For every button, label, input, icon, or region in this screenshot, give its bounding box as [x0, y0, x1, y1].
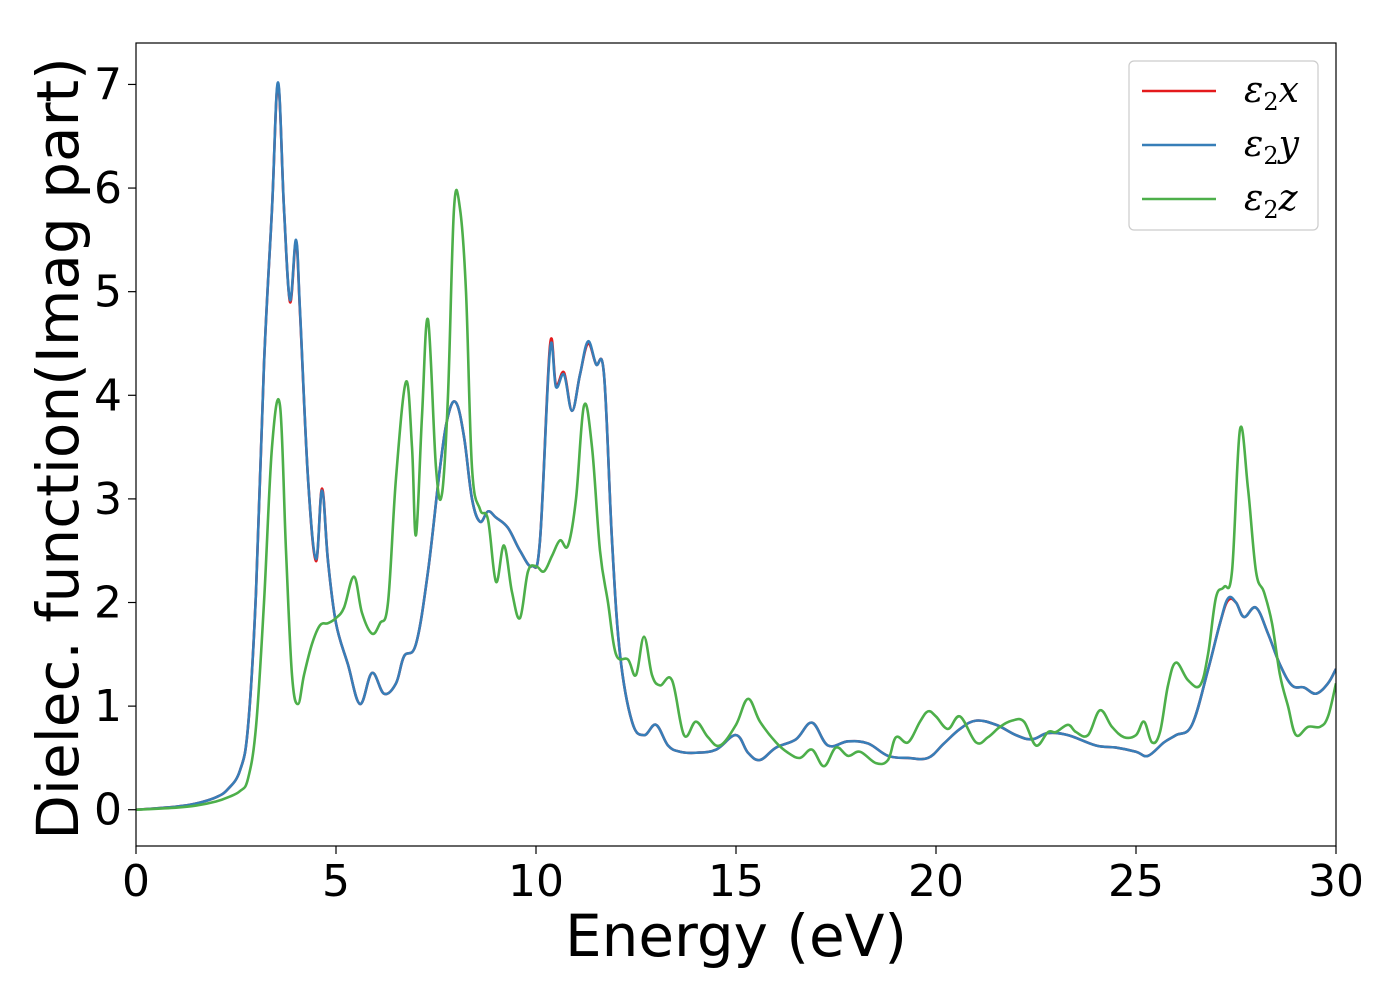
series-line-y — [136, 81, 1336, 812]
legend-label-z: ε2z — [1244, 178, 1299, 224]
y-axis-title: Dielec. function(Imag part) — [24, 57, 92, 840]
y-tick-label: 6 — [94, 163, 122, 214]
x-axis-title: Energy (eV) — [565, 902, 907, 970]
legend-label-y: ε2y — [1244, 124, 1300, 170]
y-tick-label: 3 — [94, 474, 122, 525]
x-tick-label: 10 — [508, 856, 564, 907]
x-tick-label: 25 — [1108, 856, 1164, 907]
y-tick-label: 5 — [94, 267, 122, 318]
legend: ε2x ε2y ε2z — [1128, 60, 1319, 231]
x-axis-ticks: 0 5 10 15 20 25 30 — [122, 846, 1364, 907]
x-tick-label: 5 — [322, 856, 350, 907]
y-tick-label: 0 — [94, 785, 122, 836]
x-tick-label: 30 — [1308, 856, 1364, 907]
y-axis-ticks: 0 1 2 3 4 5 6 7 — [94, 59, 136, 836]
y-tick-label: 4 — [94, 370, 122, 421]
y-tick-label: 7 — [94, 59, 122, 110]
series-line-z — [136, 188, 1336, 812]
x-tick-label: 20 — [908, 856, 964, 907]
legend-box — [1128, 60, 1319, 231]
y-tick-label: 2 — [94, 578, 122, 629]
x-tick-label: 15 — [708, 856, 764, 907]
x-tick-label: 0 — [122, 856, 150, 907]
series-layer — [136, 81, 1336, 812]
y-tick-label: 1 — [94, 681, 122, 732]
legend-label-x: ε2x — [1244, 70, 1299, 116]
